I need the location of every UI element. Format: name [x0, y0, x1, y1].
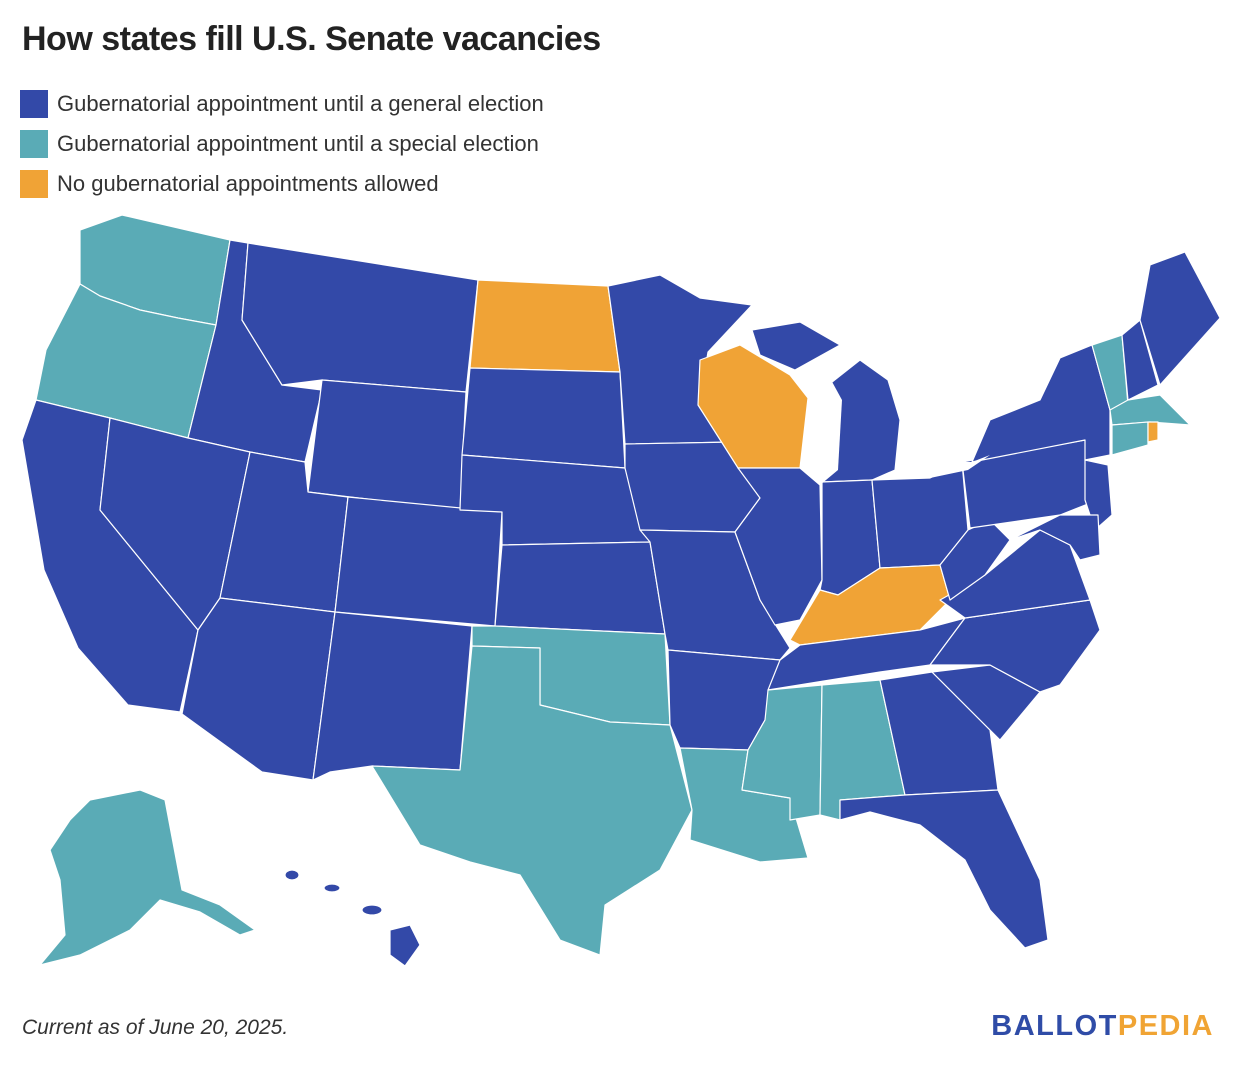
legend-swatch-general-election [20, 90, 48, 118]
state-hawaii-kauai [284, 869, 300, 881]
state-rhode-island [1147, 421, 1159, 443]
chart-title: How states fill U.S. Senate vacancies [22, 20, 601, 58]
lake-superior [708, 330, 760, 355]
state-connecticut [1111, 421, 1149, 456]
state-wyoming [307, 379, 467, 511]
legend-label-special-election: Gubernatorial appointment until a specia… [57, 131, 539, 156]
logo-part-ballot: BALLOT [991, 1010, 1118, 1042]
legend-item-no-appointments: No gubernatorial appointments allowed [20, 164, 544, 204]
state-hawaii-big-island [389, 924, 421, 967]
legend-label-general-election: Gubernatorial appointment until a genera… [57, 91, 544, 116]
state-new-hampshire [1121, 319, 1159, 401]
state-new-mexico [312, 611, 473, 781]
legend: Gubernatorial appointment until a genera… [20, 84, 544, 204]
footer-note: Current as of June 20, 2025. [22, 1016, 289, 1039]
legend-label-no-appointments: No gubernatorial appointments allowed [57, 171, 439, 196]
state-new-york [971, 344, 1111, 463]
state-alaska [39, 789, 256, 966]
ballotpedia-logo: BALLOTPEDIA [991, 1010, 1214, 1043]
state-michigan-upper [751, 321, 841, 371]
state-illinois [734, 467, 823, 626]
legend-swatch-no-appointments [20, 170, 48, 198]
legend-item-general-election: Gubernatorial appointment until a genera… [20, 84, 544, 124]
lake-erie [930, 455, 990, 478]
state-arizona [181, 597, 336, 781]
logo-part-pedia: PEDIA [1117, 1010, 1214, 1042]
state-colorado [334, 496, 503, 627]
lake-michigan [808, 378, 842, 485]
state-georgia [879, 671, 999, 796]
state-florida [839, 789, 1049, 949]
us-states-map [21, 214, 1221, 967]
state-south-carolina [931, 664, 1041, 741]
state-wisconsin [697, 344, 809, 469]
state-montana [241, 242, 479, 393]
state-north-dakota [469, 279, 621, 373]
legend-item-special-election: Gubernatorial appointment until a specia… [20, 124, 544, 164]
state-hawaii-maui [361, 904, 383, 916]
state-hawaii-oahu [323, 883, 341, 893]
state-south-dakota [461, 367, 626, 469]
state-texas [371, 645, 693, 956]
legend-swatch-special-election [20, 130, 48, 158]
state-new-jersey [1084, 459, 1113, 531]
state-kansas [494, 541, 666, 635]
state-maryland [1009, 514, 1101, 561]
state-maine [1139, 251, 1221, 386]
